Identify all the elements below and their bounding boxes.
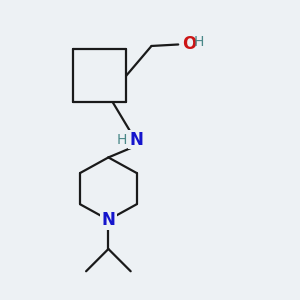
Text: N: N [129, 130, 143, 148]
Text: O: O [182, 35, 196, 53]
Text: H: H [194, 35, 204, 49]
Text: H: H [117, 133, 127, 147]
Text: N: N [101, 211, 115, 229]
